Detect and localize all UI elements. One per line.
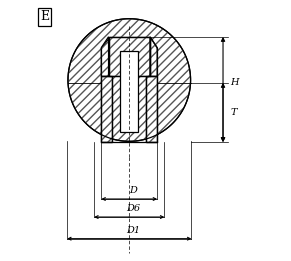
Polygon shape (150, 37, 157, 76)
Polygon shape (101, 37, 109, 76)
Polygon shape (109, 37, 150, 76)
Polygon shape (101, 76, 112, 142)
Text: D: D (129, 186, 137, 195)
Text: D1: D1 (126, 226, 140, 235)
Text: D6: D6 (126, 204, 140, 213)
Polygon shape (68, 19, 191, 141)
Polygon shape (120, 51, 138, 132)
Text: H: H (230, 78, 239, 87)
Text: T: T (230, 108, 237, 117)
Polygon shape (146, 76, 157, 142)
Text: E: E (40, 10, 49, 23)
